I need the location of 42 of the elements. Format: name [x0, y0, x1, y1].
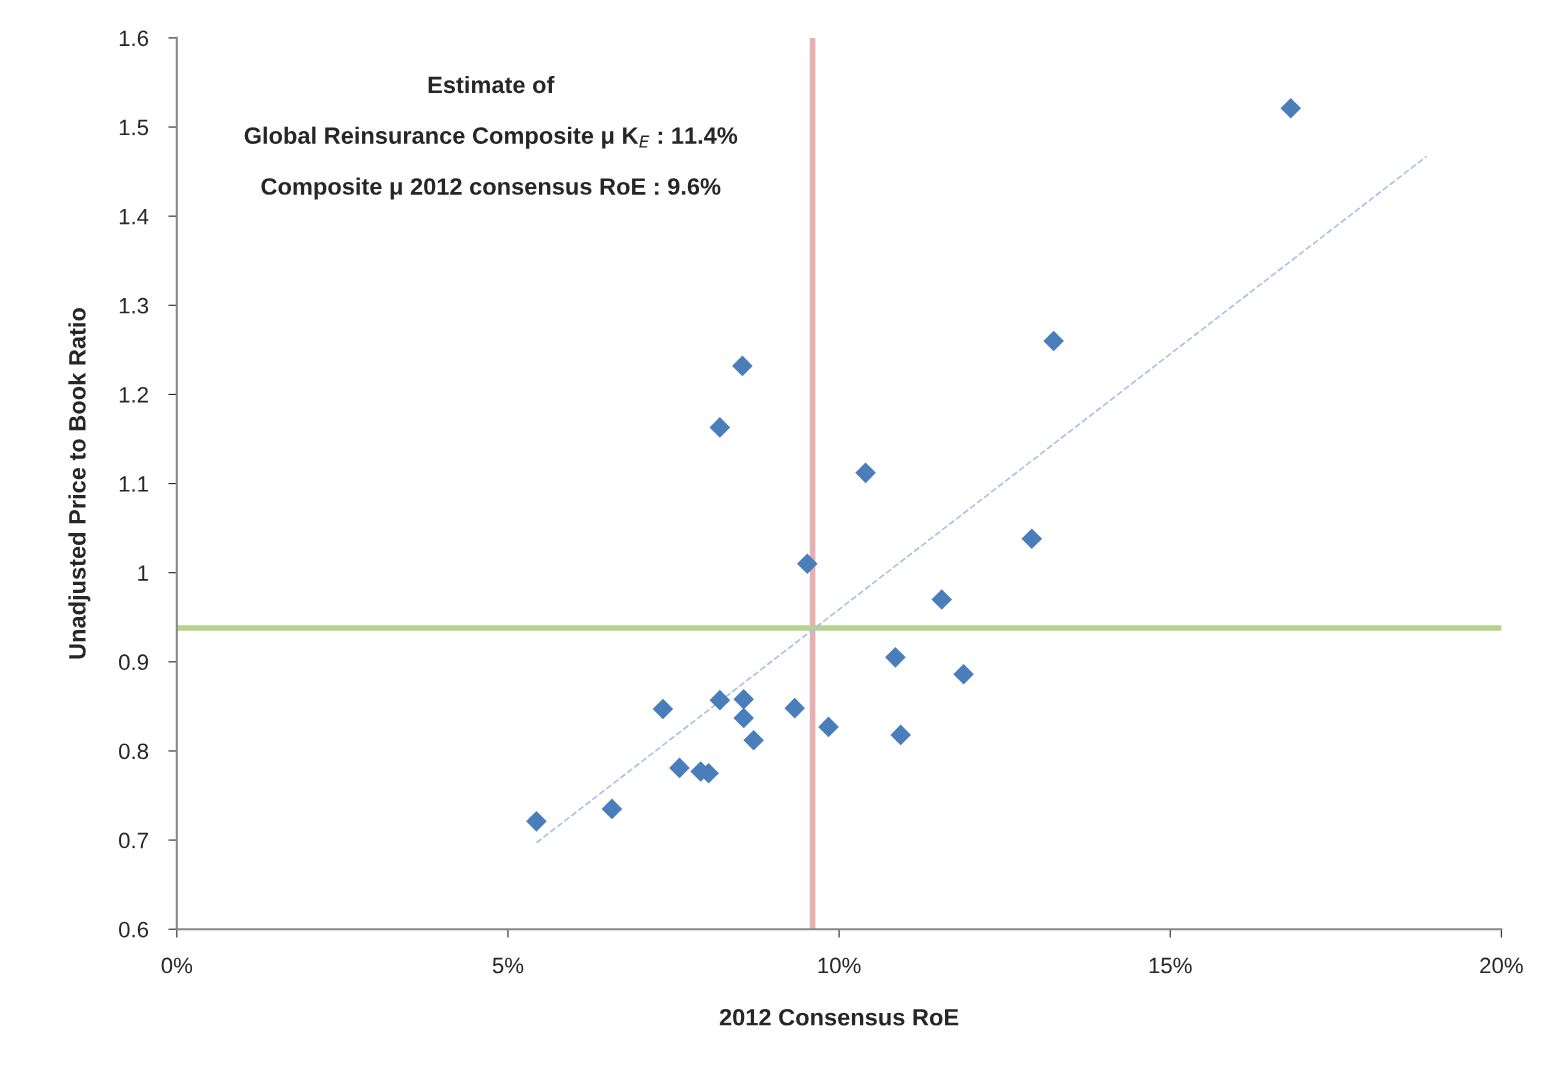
point [669, 757, 690, 779]
point [855, 462, 876, 484]
y-tick-label: 1 [138, 565, 148, 581]
y-tick-label: 1.2 [119, 386, 148, 403]
point [1043, 330, 1064, 352]
y-tick-label: 0.7 [119, 832, 148, 849]
annotation: Composite μ 2012 consensus RoE : 9.6% [261, 177, 721, 200]
y-tick-label: 0.9 [119, 654, 148, 671]
point [1021, 528, 1043, 550]
point [733, 707, 755, 729]
y-tick-label: 1.5 [119, 119, 149, 136]
point [601, 798, 623, 820]
y-tick-label: 1.3 [119, 297, 149, 314]
point [797, 553, 818, 575]
point [733, 688, 755, 710]
point [709, 417, 731, 438]
point [931, 589, 953, 610]
y-axis-title: Unadjusted Price to Book Ratio [68, 308, 91, 659]
point [784, 697, 806, 719]
x-tick-label: 10% [818, 957, 861, 974]
point [709, 689, 731, 711]
y-tick-label: 1.1 [119, 476, 148, 492]
point [526, 811, 547, 832]
point [890, 724, 911, 746]
point [732, 355, 753, 377]
y-tick-label: 1.4 [119, 208, 149, 225]
x-tick-label: 20% [1480, 957, 1523, 974]
point [953, 664, 974, 685]
x-tick-label: 5% [492, 957, 524, 974]
point [1280, 98, 1302, 119]
point [818, 716, 839, 738]
y-tick-label: 0.8 [119, 743, 149, 760]
x-axis-title: 2012 Consensus RoE [719, 1008, 959, 1026]
x-tick-label: 15% [1149, 957, 1192, 974]
x-tick-label: 0% [161, 957, 193, 974]
point [885, 647, 906, 668]
point [743, 729, 764, 751]
point [652, 698, 674, 720]
y-tick-label: 1.6 [119, 30, 149, 47]
y-tick-label: 0.6 [119, 921, 149, 938]
annotation: Estimate of [428, 75, 555, 94]
annotation: Global Reinsurance Composite μ K$_{E}$ : 11.4% [244, 126, 738, 149]
